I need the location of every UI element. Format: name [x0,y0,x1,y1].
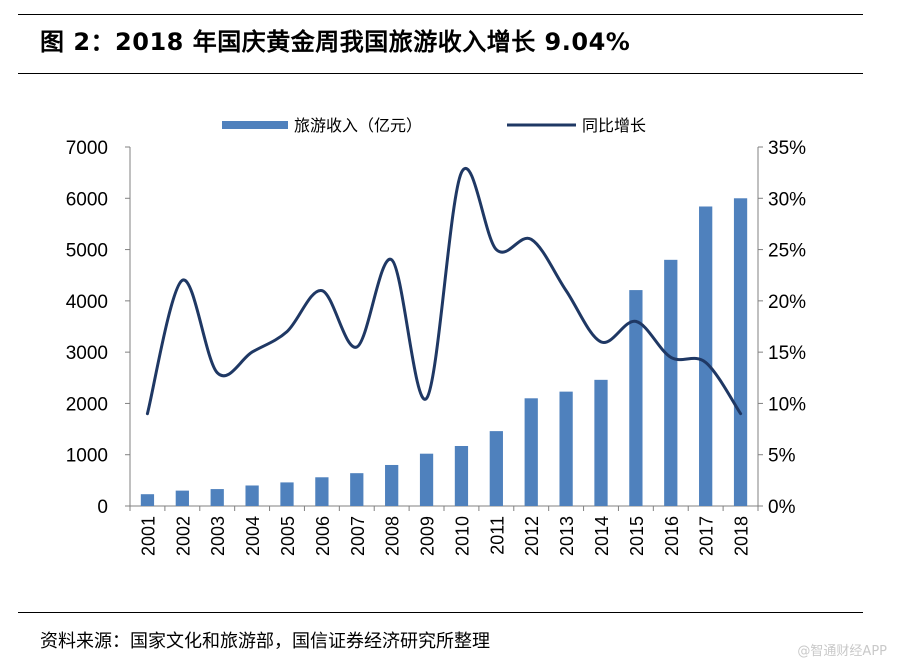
chart-legend: 旅游收入（亿元） 同比增长 [222,117,646,135]
x-tick-label: 2011 [487,516,507,555]
left-tick-label: 4000 [66,292,108,313]
bar [664,259,678,506]
x-tick-label: 2001 [138,516,158,556]
right-tick-label: 0% [768,497,796,518]
x-tick-label: 2015 [627,516,647,556]
right-tick-label: 5% [768,446,796,467]
left-tick-label: 1000 [66,446,108,467]
x-tick-label: 2017 [697,516,717,556]
bar [559,391,573,506]
bar [699,206,713,506]
chart-axes [125,146,763,511]
right-tick-label: 25% [768,241,806,262]
right-tick-label: 20% [768,292,806,313]
bar [350,473,364,506]
footer-rule [18,612,863,613]
x-tick-label: 2002 [173,516,193,556]
bar [245,485,259,506]
legend-swatch-revenue [222,121,288,129]
left-tick-label: 6000 [66,189,108,210]
x-tick-label: 2008 [383,516,403,556]
right-tick-labels: 0% 5% 10% 15% 20% 25% 30% 35% [768,138,806,518]
left-tick-label: 7000 [66,138,108,159]
bar-series [140,198,748,506]
bar [210,489,224,506]
x-tick-label: 2012 [522,516,542,556]
bar [315,477,329,506]
growth-line [145,167,743,416]
bar [419,453,434,506]
x-tick-label: 2013 [557,516,577,556]
left-tick-label: 5000 [66,241,108,262]
bar [733,198,748,506]
title-underline [18,73,863,74]
x-tick-label: 2009 [418,516,438,556]
bar [385,464,399,506]
watermark: @智通财经APP [797,644,887,659]
x-tick-label: 2018 [732,516,752,556]
x-tick-label: 2004 [243,516,263,556]
bar [524,398,538,506]
bar [140,494,155,506]
bar [280,482,294,506]
right-tick-label: 10% [768,394,806,415]
page-title: 图 2：2018 年国庆黄金周我国旅游收入增长 9.04% [40,28,631,56]
right-tick-label: 15% [768,343,806,364]
left-tick-label: 0 [97,497,108,518]
bar [454,445,469,506]
source-note: 资料来源：国家文化和旅游部，国信证券经济研究所整理 [40,631,490,652]
x-tick-label: 2014 [592,516,612,556]
x-tick-label: 2005 [278,516,298,556]
x-tick-label: 2006 [313,516,333,556]
bar [629,290,643,506]
right-tick-label: 30% [768,189,806,210]
bar [594,379,608,506]
legend-label-revenue: 旅游收入（亿元） [294,117,422,135]
x-tick-label: 2003 [208,516,228,556]
x-tick-label: 2016 [662,516,682,556]
left-tick-label: 3000 [66,343,108,364]
x-tick-label: 2007 [348,516,368,556]
top-rule [18,14,863,15]
x-tick-labels: 2001 2002 2003 2004 2005 2006 2007 2008 2009 2010… [138,516,751,556]
x-tick-label: 2010 [452,516,472,556]
line-series [145,167,743,416]
right-tick-label: 35% [768,138,806,159]
left-tick-labels: 0 1000 2000 3000 4000 5000 6000 7000 [66,138,108,518]
bar [175,490,189,506]
legend-label-growth: 同比增长 [582,117,646,135]
left-tick-label: 2000 [66,394,108,415]
combo-chart: 旅游收入（亿元） 同比增长 0 1000 2000 3000 4000 5000 6000 7… [66,117,806,556]
bar [489,431,503,506]
